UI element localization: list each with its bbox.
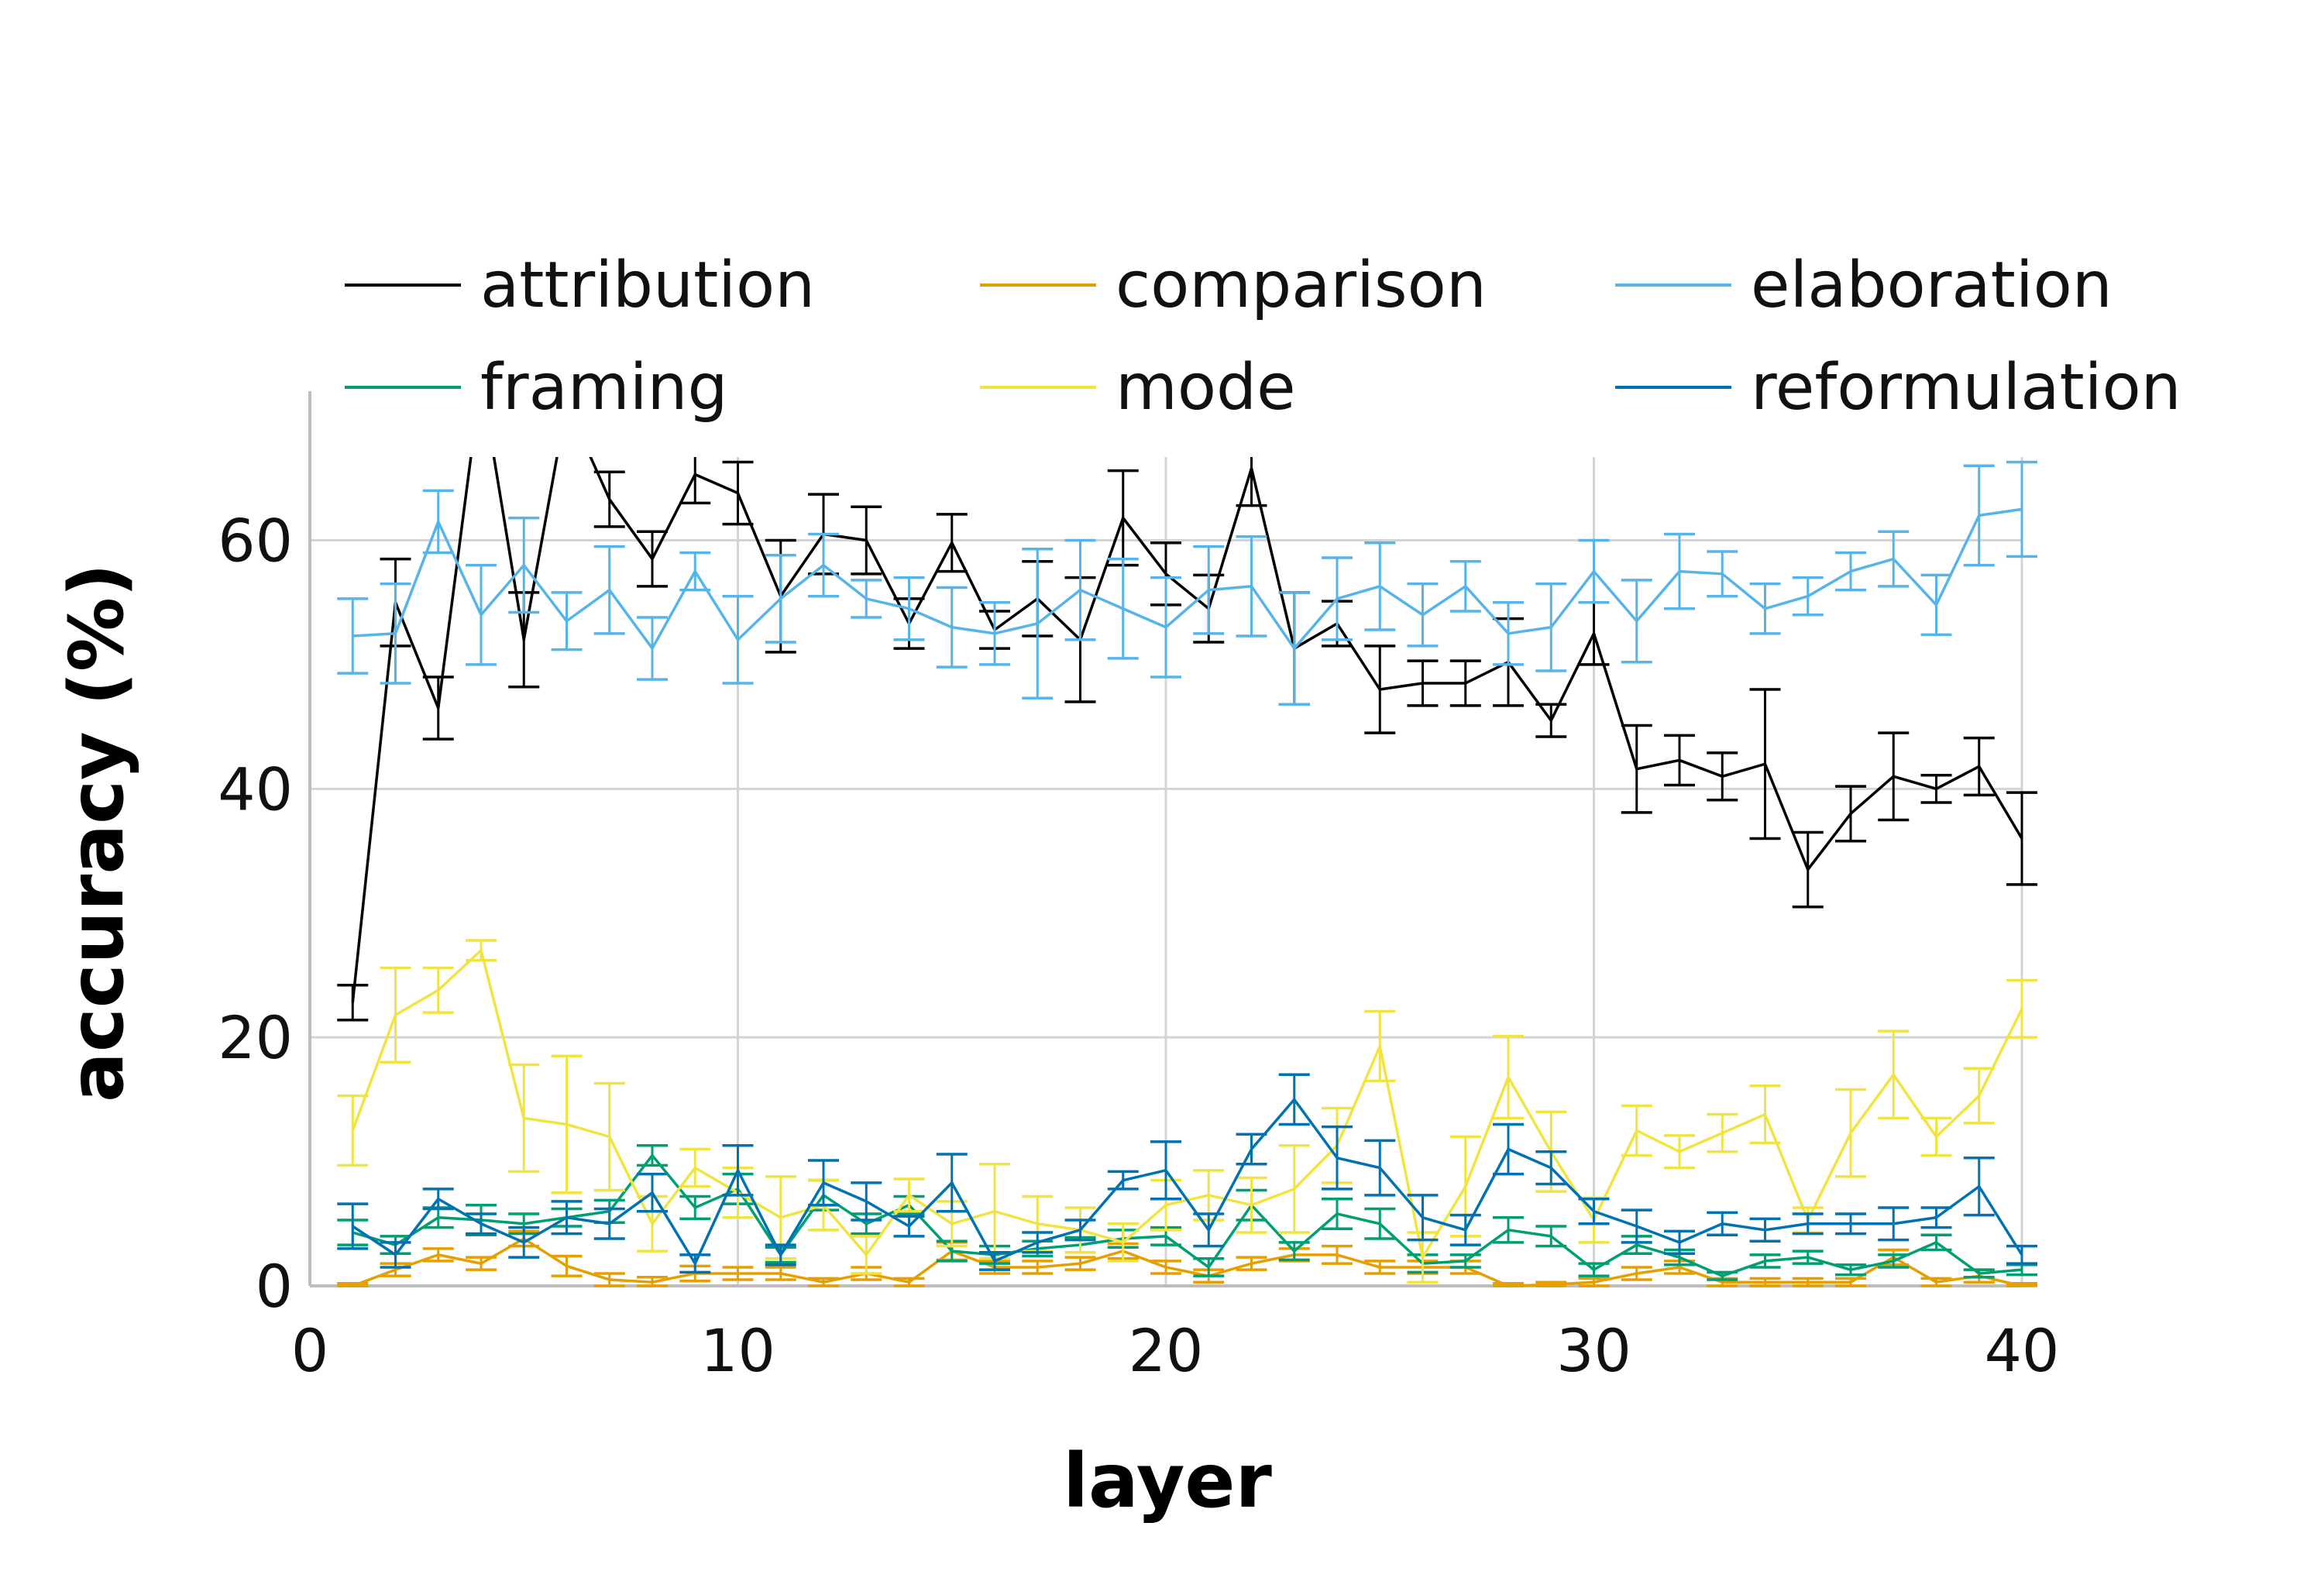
series-line-elaboration	[352, 507, 2023, 650]
legend-item-mode: mode	[980, 351, 1296, 424]
legend-label-elaboration: elaboration	[1751, 249, 2113, 322]
legend-label-framing: framing	[480, 351, 728, 424]
legend-item-attribution: attribution	[345, 249, 815, 322]
series-line-reformulation	[352, 1098, 2023, 1265]
x-tick-label: 30	[1556, 1316, 1631, 1385]
y-tick-label: 0	[256, 1252, 293, 1321]
y-tick-label: 40	[218, 754, 293, 823]
legend-item-comparison: comparison	[980, 249, 1487, 322]
axes: 0 10 20 30 40 0 20 40 60	[218, 391, 2059, 1385]
series-attribution	[337, 457, 2037, 1022]
x-axis-title: layer	[1063, 1438, 1272, 1524]
legend: attribution comparison elaboration framing m…	[345, 249, 2181, 424]
x-tick-label: 40	[1985, 1316, 2060, 1385]
legend-label-comparison: comparison	[1116, 249, 1487, 322]
legend-label-attribution: attribution	[480, 249, 815, 322]
y-axis-title: accuracy (%)	[53, 563, 140, 1102]
data-series	[337, 457, 2037, 1287]
series-line-attribution	[351, 457, 2023, 1003]
legend-label-mode: mode	[1116, 351, 1296, 424]
legend-item-reformulation: reformulation	[1615, 351, 2181, 424]
x-tick-label: 10	[700, 1316, 775, 1385]
legend-item-framing: framing	[345, 351, 728, 424]
series-line-framing	[352, 1153, 2023, 1277]
series-reformulation	[337, 1073, 2037, 1274]
x-tick-label: 20	[1129, 1316, 1204, 1385]
y-tick-label: 20	[218, 1003, 293, 1072]
series-framing	[337, 1143, 2037, 1281]
x-tick-label: 0	[291, 1316, 328, 1385]
y-tick-label: 60	[218, 507, 293, 576]
series-mode	[337, 939, 2037, 1284]
series-line-comparison	[352, 1237, 2023, 1287]
legend-label-reformulation: reformulation	[1751, 351, 2181, 424]
legend-item-elaboration: elaboration	[1615, 249, 2113, 322]
series-elaboration	[337, 460, 2037, 706]
